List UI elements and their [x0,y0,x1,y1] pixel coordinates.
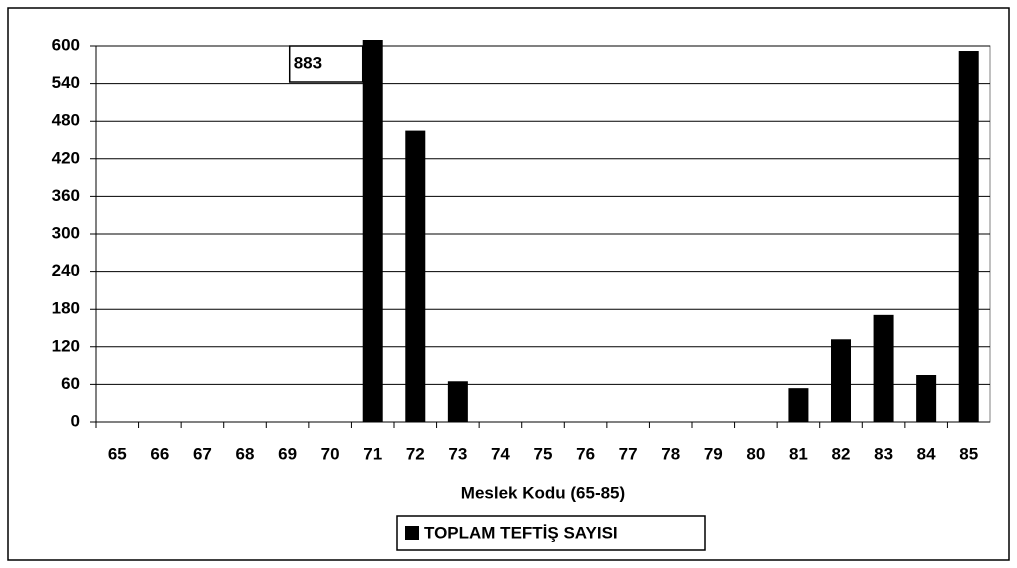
y-tick-label: 120 [52,336,80,355]
legend-swatch [405,526,419,540]
y-tick-label: 540 [52,73,80,92]
x-tick-label: 80 [746,444,765,463]
bar [447,381,468,422]
bar [362,40,383,422]
bar [916,375,937,422]
x-tick-label: 73 [448,444,467,463]
bar [873,314,894,422]
x-tick-label: 76 [576,444,595,463]
x-axis-title: Meslek Kodu (65-85) [461,483,625,502]
y-tick-label: 480 [52,111,80,130]
x-tick-label: 70 [321,444,340,463]
x-tick-label: 77 [619,444,638,463]
bar [788,388,809,422]
y-tick-label: 600 [52,35,80,54]
x-tick-label: 79 [704,444,723,463]
y-tick-label: 300 [52,223,80,242]
x-tick-label: 72 [406,444,425,463]
x-tick-label: 84 [917,444,936,463]
y-tick-label: 360 [52,186,80,205]
x-tick-label: 78 [661,444,680,463]
bar [405,130,426,422]
data-label: 883 [294,53,322,72]
y-tick-label: 60 [61,374,80,393]
legend-label: TOPLAM TEFTİŞ SAYISI [424,523,618,542]
y-tick-label: 0 [71,411,80,430]
x-tick-label: 69 [278,444,297,463]
y-tick-label: 240 [52,261,80,280]
x-tick-label: 85 [959,444,978,463]
x-tick-label: 65 [108,444,127,463]
x-tick-label: 71 [363,444,382,463]
bar [958,51,979,422]
bar [831,339,851,422]
x-tick-label: 74 [491,444,510,463]
data-label-box [288,45,364,83]
y-tick-label: 180 [52,299,80,318]
x-tick-label: 75 [534,444,553,463]
legend-box [396,515,706,551]
y-tick-label: 420 [52,148,80,167]
x-tick-label: 82 [832,444,851,463]
x-tick-label: 68 [236,444,255,463]
x-tick-label: 81 [789,444,808,463]
x-tick-label: 67 [193,444,212,463]
x-tick-label: 83 [874,444,893,463]
x-tick-label: 66 [150,444,169,463]
